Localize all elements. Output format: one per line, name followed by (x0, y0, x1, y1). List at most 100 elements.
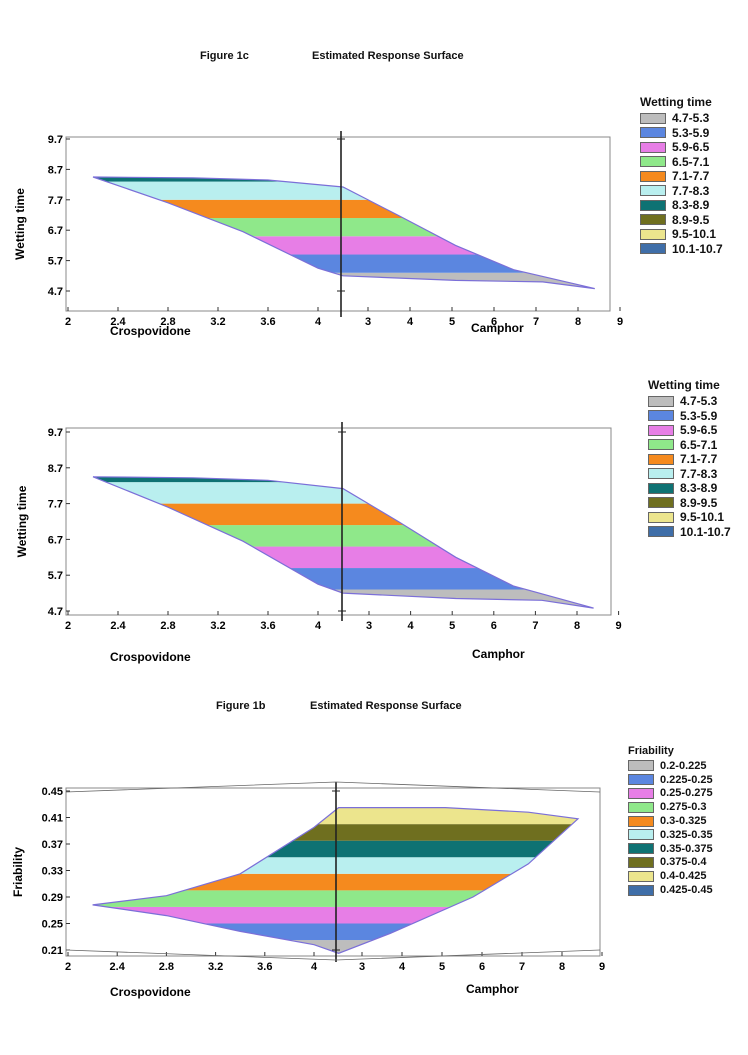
legend-label: 5.3-5.9 (680, 408, 718, 423)
legend-item: 0.35-0.375 (628, 842, 713, 856)
legend-label: 5.3-5.9 (672, 125, 710, 140)
y-tick-label: 0.21 (42, 945, 63, 957)
legend-label: 0.275-0.3 (660, 801, 707, 814)
legend-swatch (628, 815, 654, 827)
legend-item: 5.9-6.5 (648, 423, 731, 438)
legend-label: 9.5-10.1 (672, 227, 717, 242)
legend-swatch (628, 829, 654, 841)
x-left-tick-label: 3.2 (208, 961, 223, 973)
legend-item: 0.325-0.35 (628, 828, 713, 842)
legend-label: 5.9-6.5 (680, 423, 718, 438)
legend-label: 0.325-0.35 (660, 828, 713, 841)
legend-swatch (648, 526, 674, 538)
legend-label: 7.7-8.3 (680, 466, 718, 481)
y-tick-label: 7.7 (48, 499, 63, 511)
x-left-tick-label: 4 (315, 620, 322, 632)
x-left-tick-label: 3.6 (260, 620, 275, 632)
legend-swatch (628, 870, 654, 882)
legend-label: 4.7-5.3 (672, 111, 710, 126)
x-right-tick-label: 7 (532, 620, 538, 632)
x-axis-label-crospovidone: Crospovidone (110, 985, 191, 999)
wireframe-bottom (65, 949, 601, 961)
y-tick-label: 5.7 (48, 570, 63, 582)
legend-swatch (648, 439, 674, 451)
legend-swatch (648, 482, 674, 494)
figure-1c-caption: Figure 1c (200, 50, 249, 62)
legend-swatch (648, 453, 674, 465)
legend-swatch (640, 214, 666, 226)
legend-label: 0.3-0.325 (660, 815, 707, 828)
y-tick-label: 0.37 (42, 839, 63, 851)
legend-label: 0.375-0.4 (660, 856, 707, 869)
legend-item: 0.25-0.275 (628, 787, 713, 801)
x-right-tick-label: 8 (559, 961, 565, 973)
x-left-tick-label: 3.2 (210, 620, 225, 632)
legend-swatch (640, 199, 666, 211)
legend-label: 0.35-0.375 (660, 842, 713, 855)
y-tick-label: 0.33 (42, 866, 63, 878)
region-outline (92, 176, 595, 290)
y-tick-label: 6.7 (48, 225, 63, 237)
legend-swatch (648, 497, 674, 509)
legend-label: 8.3-8.9 (680, 481, 718, 496)
legend-item: 8.9-9.5 (640, 213, 723, 228)
legend-item: 5.9-6.5 (640, 140, 723, 155)
x-right-tick-label: 6 (491, 316, 497, 328)
legend-item: 6.5-7.1 (648, 438, 731, 453)
legend-swatch (628, 884, 654, 896)
legend-swatch (628, 856, 654, 868)
y-tick-label: 8.7 (48, 164, 63, 176)
legend-wetting-time-2: Wetting time 4.7-5.3 5.3-5.9 5.9-6.5 6.5-7.1… (648, 378, 731, 539)
y-tick-label: 5.7 (48, 256, 63, 268)
legend-swatch (648, 468, 674, 480)
legend-swatch (628, 843, 654, 855)
legend-label: 4.7-5.3 (680, 394, 718, 409)
x-left-tick-label: 2.4 (110, 620, 126, 632)
figure-1b-heading: Estimated Response Surface (310, 700, 462, 712)
x-right-tick-label: 6 (491, 620, 497, 632)
legend-label: 6.5-7.1 (680, 437, 718, 452)
legend-item: 5.3-5.9 (640, 126, 723, 141)
y-axis-label: Wetting time (15, 485, 29, 557)
x-right-tick-label: 6 (479, 961, 485, 973)
legend-item: 7.7-8.3 (648, 467, 731, 482)
legend-item: 4.7-5.3 (648, 394, 731, 409)
y-tick-label: 8.7 (48, 463, 63, 475)
x-right-tick-label: 5 (449, 620, 455, 632)
x-right-tick-label: 9 (599, 961, 605, 973)
legend-label: 0.225-0.25 (660, 773, 713, 786)
legend-item: 7.7-8.3 (640, 184, 723, 199)
x-left-tick-label: 2.8 (160, 316, 175, 328)
legend-item: 9.5-10.1 (648, 510, 731, 525)
legend-wetting-time-1: Wetting time 4.7-5.3 5.3-5.9 5.9-6.5 6.5-7.1… (640, 95, 723, 256)
x-left-tick-label: 2 (65, 316, 71, 328)
y-tick-label: 0.29 (42, 892, 63, 904)
x-right-tick-label: 8 (575, 316, 581, 328)
legend-label: 7.1-7.7 (672, 169, 710, 184)
legend-swatch (640, 141, 666, 153)
legend-label: 5.9-6.5 (672, 140, 710, 155)
legend-swatch (628, 760, 654, 772)
legend-label: 0.425-0.45 (660, 884, 713, 897)
figure-1c-heading: Estimated Response Surface (312, 50, 464, 62)
x-right-tick-label: 7 (533, 316, 539, 328)
legend-label: 6.5-7.1 (672, 154, 710, 169)
contour-chart-wetting-time-2: 9.7 8.7 7.7 6.7 5.7 4.72 2.4 2.8 3.2 3.6 4 3 4 5 6 7 8 9 W… (15, 422, 622, 664)
region-outline (92, 806, 580, 954)
legend-friability: Friability 0.2-0.225 0.225-0.25 0.25-0.275 0… (628, 745, 713, 897)
x-right-tick-label: 4 (407, 316, 414, 328)
x-left-tick-label: 3.2 (210, 316, 225, 328)
x-left-tick-label: 4 (311, 961, 318, 973)
legend-label: 0.2-0.225 (660, 759, 707, 772)
legend-item: 10.1-10.7 (648, 525, 731, 540)
legend-item: 0.3-0.325 (628, 814, 713, 828)
legend-item: 8.3-8.9 (648, 481, 731, 496)
y-tick-label: 0.25 (42, 919, 63, 931)
region-outline (92, 476, 594, 609)
legend-label: 8.9-9.5 (680, 495, 718, 510)
legend-swatch (640, 156, 666, 168)
wireframe-top (65, 781, 601, 793)
legend-swatch (640, 127, 666, 139)
legend-swatch (640, 170, 666, 182)
legend-label: 8.9-9.5 (672, 212, 710, 227)
